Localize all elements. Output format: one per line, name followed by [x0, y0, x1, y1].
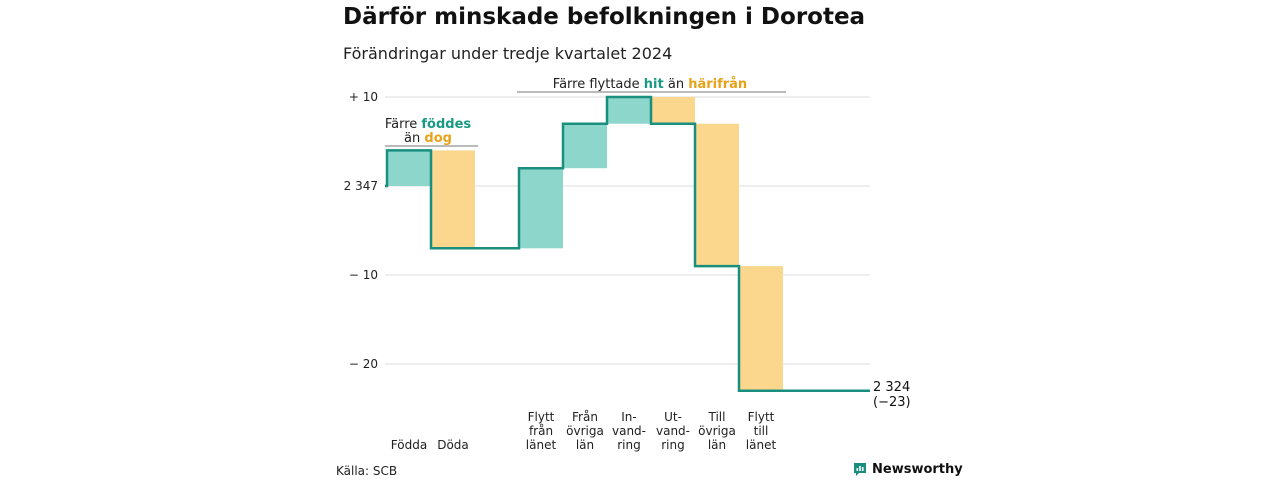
- chart-title: Därför minskade befolkningen i Dorotea: [343, 4, 866, 30]
- category-label: vand-: [612, 424, 646, 438]
- category-label: Från: [572, 410, 598, 424]
- category-label: Flytt: [748, 410, 775, 424]
- end-value-label: 2 324: [873, 380, 910, 395]
- category-label: Ut-: [664, 410, 682, 424]
- y-axis-labels: + 10 2 347 − 10 − 20: [344, 90, 378, 371]
- category-label: län: [708, 438, 726, 452]
- source-note: Källa: SCB: [336, 464, 398, 478]
- moves-annotation: Färre flyttade hit än härifrån: [553, 77, 747, 92]
- category-label: ring: [661, 438, 685, 452]
- end-change-label: (−23): [873, 395, 911, 410]
- category-label: län: [576, 438, 594, 452]
- annotations: Färre föddes än dog Färre flyttade hit ä…: [385, 77, 786, 147]
- died-word: dog: [424, 131, 452, 146]
- waterfall-bar: [387, 150, 431, 186]
- y-tick-label: − 20: [349, 357, 378, 371]
- brand-name: Newsworthy: [872, 462, 963, 477]
- waterfall-bar: [651, 97, 695, 124]
- category-label: till: [754, 424, 769, 438]
- waterfall-bar: [739, 266, 783, 391]
- births-annotation-line1: Färre föddes: [385, 117, 472, 132]
- waterfall-bar: [431, 150, 475, 249]
- category-label: Födda: [391, 438, 427, 452]
- y-tick-label: − 10: [349, 268, 378, 282]
- category-label: övriga: [698, 424, 736, 438]
- births-annotation-line2: än dog: [404, 131, 452, 146]
- hit-word: hit: [644, 77, 664, 92]
- category-labels: Födda DödaFlyttfrånlänetFrånövrigalänIn-v…: [391, 410, 777, 452]
- newsworthy-logo-icon: [854, 463, 866, 476]
- category-label: ring: [617, 438, 641, 452]
- category-label: länet: [746, 438, 777, 452]
- born-word: föddes: [421, 117, 471, 132]
- category-label: Döda: [437, 438, 469, 452]
- category-label: övriga: [566, 424, 604, 438]
- category-label: Flytt: [528, 410, 555, 424]
- category-label: In-: [621, 410, 636, 424]
- category-label: Till: [708, 410, 726, 424]
- waterfall-bar: [563, 123, 607, 169]
- bars: [387, 97, 783, 391]
- running-total-line: [385, 95, 870, 392]
- category-label: från: [529, 424, 553, 438]
- harifran-word: härifrån: [688, 77, 747, 92]
- waterfall-bar: [519, 168, 563, 249]
- y-tick-label: 2 347: [344, 179, 378, 193]
- category-label: vand-: [656, 424, 690, 438]
- y-tick-label: + 10: [349, 90, 378, 104]
- category-label: länet: [526, 438, 557, 452]
- brand-logo: Newsworthy: [853, 462, 963, 477]
- waterfall-bar: [695, 123, 739, 267]
- chart-subtitle: Förändringar under tredje kvartalet 2024: [343, 44, 673, 63]
- waterfall-bar: [607, 97, 651, 124]
